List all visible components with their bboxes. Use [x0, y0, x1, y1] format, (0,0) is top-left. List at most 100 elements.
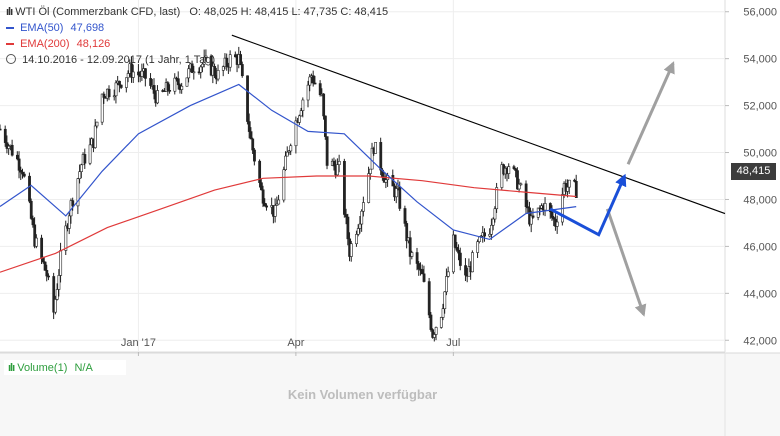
y-tick-label: 52,000 [743, 101, 777, 113]
volume-label-box [4, 360, 126, 375]
candle-down [168, 90, 172, 92]
candle-down [144, 68, 147, 79]
candle-down [0, 128, 2, 131]
candle-down [344, 214, 348, 218]
legend-ema200[interactable]: EMA(200) 48,126 [6, 38, 110, 50]
bearish-scenario-arrow [605, 208, 647, 317]
candle-up [277, 199, 281, 205]
y-tick-label: 50,000 [743, 148, 777, 160]
candle-up [336, 164, 339, 176]
x-tick-label: Apr [287, 337, 304, 349]
candle-up [199, 66, 203, 73]
candle-up [337, 161, 341, 165]
candle-down [531, 215, 535, 218]
candle-down [398, 186, 402, 209]
candle-up [289, 145, 293, 152]
candle-down [3, 128, 7, 143]
candle-up [394, 188, 398, 198]
candle-down [265, 205, 268, 208]
candle-down [239, 54, 243, 65]
candle-down [427, 281, 431, 316]
candle-up [100, 93, 104, 123]
volume-panel [0, 353, 780, 436]
volume-label: Volume(1) [17, 362, 68, 374]
candle-down [47, 275, 50, 278]
candle-up [443, 291, 447, 310]
candle-down [33, 224, 37, 247]
ema50-value: 47,698 [70, 22, 105, 34]
ema200-value: 48,126 [76, 38, 111, 50]
candle-up [294, 120, 298, 147]
candle-up [88, 144, 92, 164]
y-tick-label: 42,000 [743, 335, 777, 347]
candle-down [403, 208, 407, 224]
candle-up [299, 110, 303, 117]
candle-down [16, 154, 19, 160]
candle-up [7, 145, 11, 149]
candle-down [343, 161, 346, 215]
candle-down [130, 63, 134, 78]
candle-down [71, 200, 75, 207]
candle-down [21, 171, 24, 175]
candle-up [55, 289, 59, 300]
ema200-swatch-icon [6, 43, 14, 46]
candle-down [5, 142, 9, 149]
candlestick-series [0, 46, 578, 342]
candle-up [476, 241, 480, 253]
candle-up [306, 84, 310, 101]
candle-up [57, 275, 61, 290]
candle-down [40, 237, 44, 259]
candle-down [322, 93, 326, 117]
candle-down [323, 115, 327, 137]
x-tick-label: Jan '17 [121, 337, 156, 349]
candle-up [59, 250, 63, 276]
candle-down [259, 182, 263, 191]
annotations [231, 34, 726, 317]
legend-daterange: 14.10.2016 - 12.09.2017 (1 Jahr, 1 Tag) [6, 54, 215, 66]
candle-up [114, 82, 118, 97]
instrument-name: WTI Öl (Commerzbank CFD, last) [15, 6, 181, 18]
ema200-label: EMA(200) [20, 38, 70, 50]
volume-bars-icon: ılı [8, 362, 15, 374]
candle-up [517, 183, 521, 190]
candle-up [441, 308, 445, 318]
candle-down [22, 173, 26, 177]
volume-legend[interactable]: ılı Volume(1) N/A [8, 362, 93, 374]
candle-up [112, 95, 116, 98]
current-price-tag: 48,415 [731, 163, 776, 180]
candle-down [429, 314, 433, 330]
candle-up [273, 205, 277, 217]
candle-up [471, 252, 474, 273]
candle-down [550, 211, 554, 218]
candle-down [346, 216, 350, 240]
candle-down [538, 207, 542, 210]
candle-down [455, 247, 459, 251]
candle-up [446, 271, 450, 277]
candle-up [287, 150, 291, 153]
candle-down [52, 276, 56, 313]
candle-down [28, 175, 31, 202]
candle-up [439, 317, 443, 328]
candle-up [507, 166, 511, 174]
candle-down [263, 202, 267, 207]
candle-up [308, 76, 312, 86]
candle-up [536, 207, 540, 218]
candle-down [190, 63, 194, 73]
candle-down [512, 166, 516, 169]
candle-down [166, 82, 170, 91]
candle-up [192, 71, 196, 74]
candle-up [80, 164, 83, 172]
ema50-swatch-icon [6, 27, 14, 30]
candle-down [420, 269, 424, 275]
candle-down [458, 252, 462, 266]
candle-up [64, 225, 68, 251]
candle-down [43, 261, 47, 271]
legend-ema50[interactable]: EMA(50) 47,698 [6, 22, 104, 34]
bullish-scenario-arrow [626, 61, 675, 165]
volume-value: N/A [74, 362, 93, 374]
candle-down [313, 82, 317, 85]
candle-up [125, 77, 128, 88]
candle-down [17, 158, 21, 171]
